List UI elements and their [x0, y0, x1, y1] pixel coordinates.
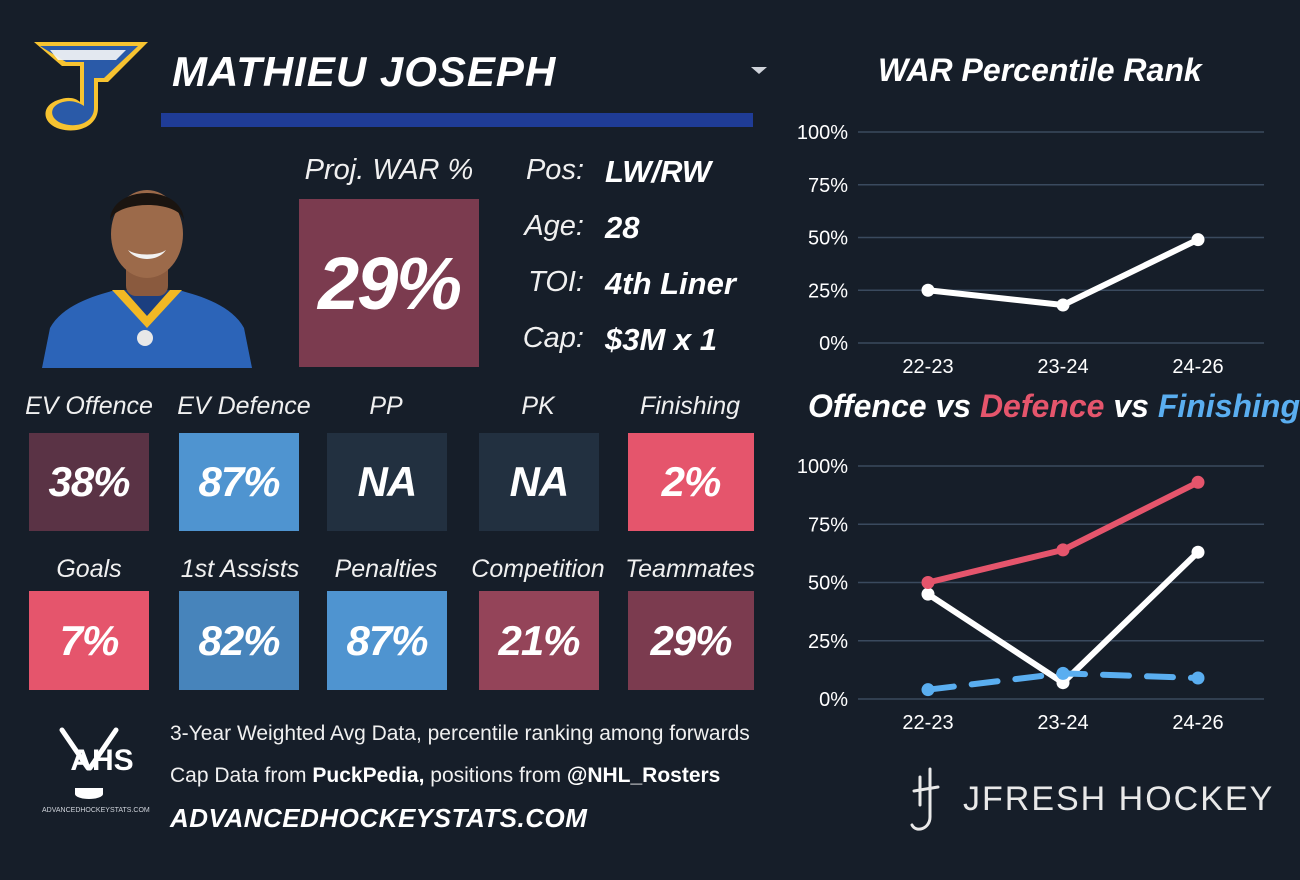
metric-box-pp: NA — [327, 433, 447, 531]
series-point-0 — [921, 587, 935, 601]
metric-label-ev-defence: EV Defence — [177, 392, 311, 420]
proj-war-label: Proj. WAR % — [304, 154, 474, 186]
info-label-age: Age: — [524, 210, 584, 242]
metric-box-teammates: 29% — [628, 591, 754, 690]
info-value-toi: 4th Liner — [605, 266, 736, 301]
y-tick-label: 0% — [819, 333, 848, 355]
team-logo — [34, 42, 148, 131]
info-label-cap: Cap: — [522, 322, 584, 354]
y-tick-label: 100% — [797, 122, 848, 144]
metric-box-goals: 7% — [29, 591, 149, 690]
series-point-1 — [921, 576, 935, 589]
y-tick-label: 25% — [808, 631, 848, 653]
y-tick-label: 75% — [808, 175, 848, 197]
x-tick-label: 24-26 — [1172, 712, 1223, 734]
info-label-pos: Pos: — [525, 154, 584, 186]
ahs-logo-sticks-icon — [59, 727, 119, 799]
metric-label-pk: PK — [521, 392, 555, 420]
footer-line-2: Cap Data from PuckPedia, positions from … — [170, 764, 720, 788]
name-underline — [161, 113, 753, 127]
chart2-title-finishing: Finishing — [1157, 388, 1300, 424]
metric-label-finishing: Finishing — [639, 392, 741, 420]
y-tick-label: 50% — [808, 228, 848, 250]
x-tick-label: 23-24 — [1037, 356, 1088, 378]
metric-label-pp: PP — [369, 392, 403, 420]
footer-line2-prefix: Cap Data from — [170, 764, 313, 787]
info-value-pos: LW/RW — [605, 154, 712, 189]
player-headshot — [42, 190, 252, 368]
info-value-cap: $3M x 1 — [605, 322, 718, 357]
metric-box-pk: NA — [479, 433, 599, 531]
player-name: MATHIEU JOSEPH — [172, 48, 557, 95]
series-point-1 — [1056, 543, 1070, 557]
war-percentile-chart: 0% 25% 50% 75% 100% 22-23 23-24 24-26 — [797, 122, 1264, 378]
x-tick-label: 22-23 — [902, 356, 953, 378]
chart1-title: WAR Percentile Rank — [878, 52, 1202, 88]
site-url[interactable]: ADVANCEDHOCKEYSTATS.COM — [170, 803, 588, 833]
footer-source-nhl-rosters[interactable]: @NHL_Rosters — [566, 764, 721, 787]
metric-box-ev-offence: 38% — [29, 433, 149, 531]
series-point-0 — [1056, 676, 1070, 690]
x-tick-label: 23-24 — [1037, 712, 1088, 734]
info-value-age: 28 — [605, 210, 640, 245]
series-point-1 — [1191, 475, 1205, 489]
series-point-0 — [1056, 298, 1070, 312]
series-point-0 — [1191, 233, 1205, 247]
metric-label-teammates: Teammates — [625, 555, 755, 583]
footer-line-1: 3-Year Weighted Avg Data, percentile ran… — [170, 722, 750, 745]
jfresh-brand: JFRESH HOCKEY — [963, 780, 1275, 818]
metric-label-ev-offence: EV Offence — [25, 392, 153, 420]
chart2-title-offence: Offence — [808, 388, 927, 424]
x-tick-label: 24-26 — [1172, 356, 1223, 378]
footer-line2-mid: positions from — [424, 764, 567, 787]
player-select-caret-icon[interactable] — [751, 67, 767, 74]
metric-box-finishing: 2% — [628, 433, 754, 531]
y-tick-label: 75% — [808, 514, 848, 536]
series-line-1 — [925, 479, 1201, 586]
chart2-title-vs1: vs — [926, 388, 980, 424]
info-label-toi: TOI: — [528, 266, 584, 298]
offence-defence-finishing-chart: 0% 25% 50% 75% 100% 22-23 23-24 24-26 — [797, 456, 1264, 734]
ahs-logo-subtext: ADVANCEDHOCKEYSTATS.COM — [42, 807, 150, 814]
metric-label-competition: Competition — [471, 555, 605, 583]
ahs-logo-text: AHS — [70, 744, 134, 777]
metric-label-1st-assists: 1st Assists — [180, 555, 300, 583]
jfresh-logo-stick-icon — [910, 767, 940, 831]
footer-source-puckpedia[interactable]: PuckPedia, — [312, 764, 425, 787]
y-tick-label: 25% — [808, 280, 848, 302]
series-point-2 — [1191, 671, 1205, 685]
metric-box-competition: 21% — [479, 591, 599, 690]
proj-war-value: 29% — [299, 199, 479, 367]
metric-label-penalties: Penalties — [334, 555, 438, 583]
y-tick-label: 0% — [819, 689, 848, 711]
series-point-0 — [921, 283, 935, 297]
series-line-0 — [925, 236, 1201, 309]
chart2-title-vs2: vs — [1104, 388, 1158, 424]
metric-label-goals: Goals — [56, 555, 122, 583]
series-point-2 — [921, 683, 935, 697]
x-tick-label: 22-23 — [902, 712, 953, 734]
y-tick-label: 100% — [797, 456, 848, 478]
y-tick-label: 50% — [808, 573, 848, 595]
metric-box-ev-defence: 87% — [179, 433, 299, 531]
series-point-2 — [1056, 666, 1070, 680]
metric-box-penalties: 87% — [327, 591, 447, 690]
chart2-title: Offence vs Defence vs Finishing — [808, 388, 1300, 425]
chart2-title-defence: Defence — [979, 388, 1105, 424]
metric-box-1st-assists: 82% — [179, 591, 299, 690]
series-point-0 — [1191, 545, 1205, 559]
